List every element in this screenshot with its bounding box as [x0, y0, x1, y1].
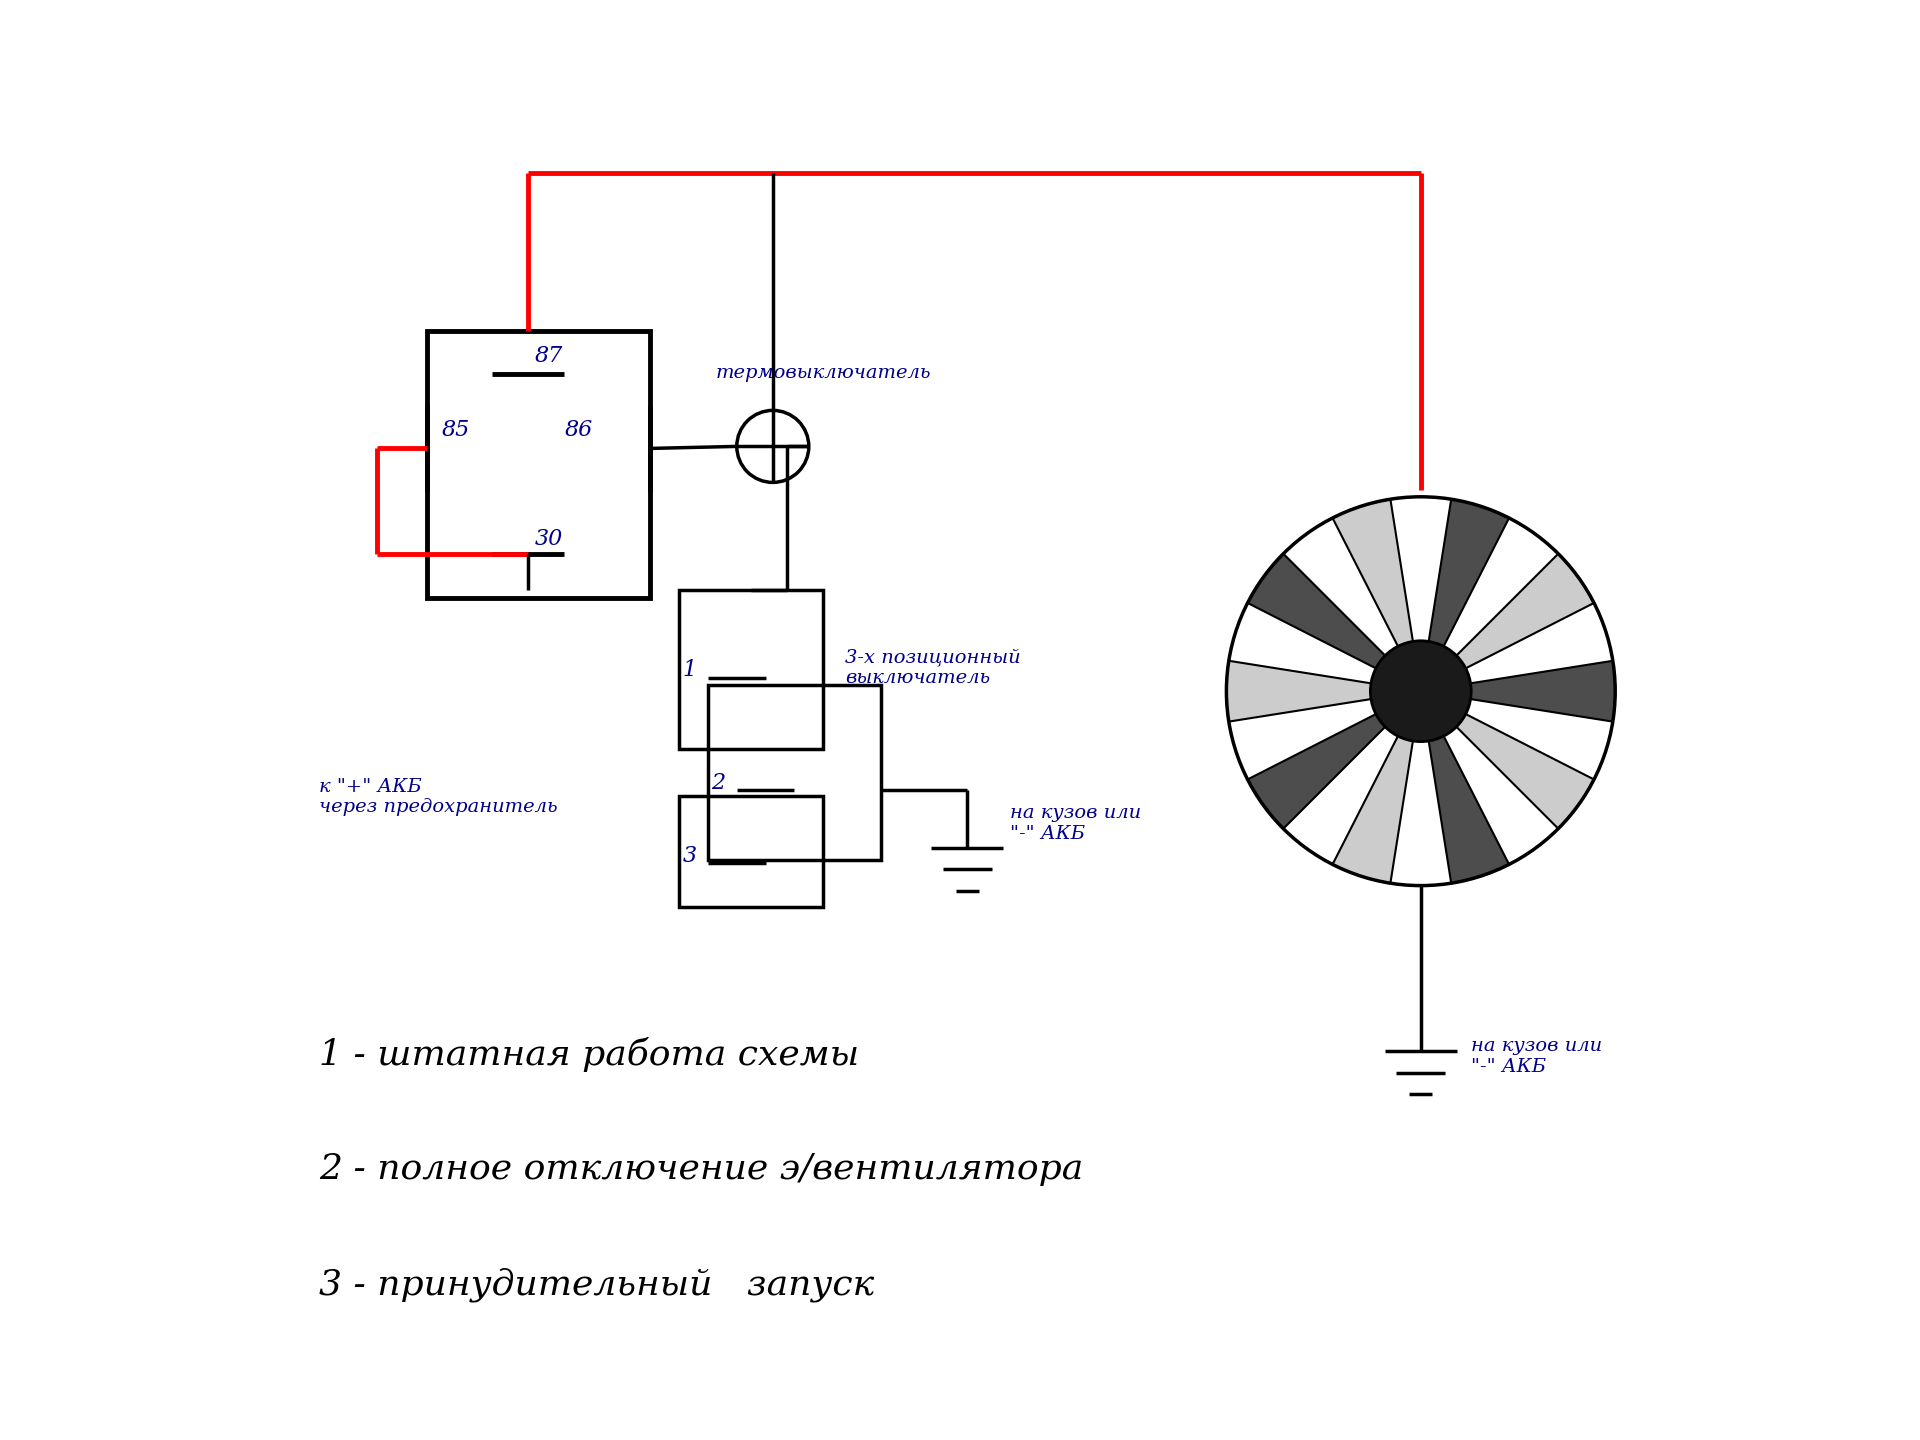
Text: 1: 1: [682, 660, 697, 681]
Text: на кузов или
"-" АКБ: на кузов или "-" АКБ: [1471, 1037, 1603, 1076]
Bar: [680, 796, 824, 907]
Bar: [708, 685, 881, 860]
Polygon shape: [1332, 730, 1413, 883]
Bar: [428, 331, 651, 598]
Text: 3 - принудительный   запуск: 3 - принудительный запуск: [319, 1267, 874, 1302]
Text: 87: 87: [536, 346, 563, 367]
Circle shape: [1371, 641, 1471, 742]
Text: к "+" АКБ
через предохранитель: к "+" АКБ через предохранитель: [319, 778, 559, 816]
Text: на кузов или
"-" АКБ: на кузов или "-" АКБ: [1010, 805, 1142, 844]
Text: 86: 86: [564, 419, 593, 441]
Polygon shape: [1248, 554, 1390, 671]
Polygon shape: [1452, 554, 1594, 671]
Polygon shape: [1248, 711, 1390, 828]
Text: 1 - штатная работа схемы: 1 - штатная работа схемы: [319, 1037, 860, 1071]
Polygon shape: [1332, 500, 1413, 652]
Polygon shape: [1452, 711, 1594, 828]
Polygon shape: [1428, 730, 1509, 883]
Bar: [680, 590, 824, 749]
Polygon shape: [1463, 661, 1615, 721]
Text: 30: 30: [536, 528, 563, 550]
Text: 3: 3: [682, 845, 697, 867]
Text: 85: 85: [442, 419, 470, 441]
Polygon shape: [1227, 661, 1379, 721]
Text: термовыключатель: термовыключатель: [714, 364, 931, 382]
Polygon shape: [1428, 500, 1509, 652]
Text: 2 - полное отключение э/вентилятора: 2 - полное отключение э/вентилятора: [319, 1152, 1083, 1187]
Text: 2: 2: [710, 772, 726, 793]
Text: 3-х позиционный
выключатель: 3-х позиционный выключатель: [845, 648, 1020, 687]
